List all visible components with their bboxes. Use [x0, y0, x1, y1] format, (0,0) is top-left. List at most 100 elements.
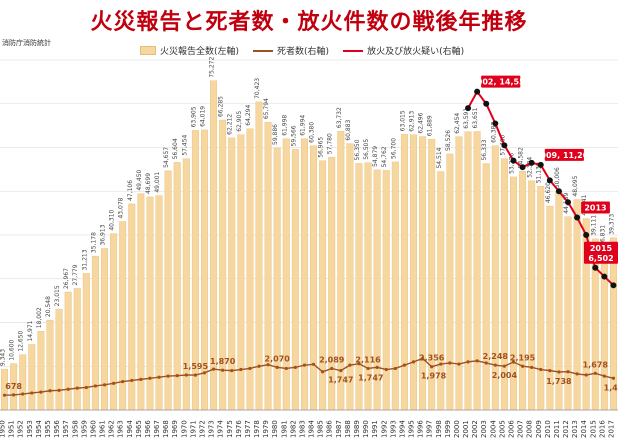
- x-tick-label: 2017: [607, 420, 615, 438]
- x-tick-label: 1967: [153, 420, 161, 438]
- x-tick-label: 1961: [99, 420, 107, 438]
- bar: [419, 136, 427, 411]
- arson-point: [610, 282, 617, 289]
- bar: [482, 163, 490, 411]
- bar-label: 35,178: [90, 232, 97, 253]
- bar-label: 58,526: [445, 130, 452, 151]
- bar-label: 9,343: [0, 349, 7, 366]
- arson-callout-label: 2002, 14,553: [471, 78, 530, 87]
- deaths-point: [520, 364, 525, 368]
- x-tick-label: 2010: [544, 420, 552, 438]
- arson-point: [501, 142, 508, 149]
- deaths-point: [530, 365, 534, 369]
- bar: [264, 121, 272, 411]
- deaths-point: [139, 377, 143, 381]
- bar-label: 62,913: [409, 111, 416, 132]
- x-tick-label: 1966: [144, 420, 152, 438]
- x-tick-label: 1993: [389, 420, 397, 438]
- bar-label: 54,514: [436, 147, 443, 168]
- bar-label: 63,651: [472, 107, 479, 128]
- legend-deaths: 死者数(右軸): [253, 44, 329, 57]
- arson-point: [510, 157, 517, 164]
- bar-label: 60,387: [490, 122, 497, 143]
- deaths-point: [539, 367, 543, 372]
- x-tick-label: 1952: [17, 420, 25, 438]
- x-tick-label: 1969: [171, 420, 179, 438]
- bar: [55, 309, 63, 411]
- deaths-point: [266, 363, 270, 367]
- arson-callout-box: [581, 201, 610, 214]
- bar-label: 56,505: [363, 139, 370, 160]
- deaths-label: 2,356: [419, 354, 445, 363]
- bar: [446, 153, 454, 411]
- bar: [528, 180, 536, 411]
- bar-label: 75,272: [209, 57, 216, 78]
- bar-label: 10,600: [9, 339, 16, 360]
- legend-arson-label: 放火及び放火疑い(右軸): [367, 47, 465, 57]
- bar-label: 54,582: [518, 147, 525, 168]
- x-tick-label: 1955: [44, 420, 52, 438]
- bar: [519, 171, 527, 411]
- arson-point: [583, 232, 590, 238]
- x-tick-label: 1989: [353, 420, 361, 438]
- x-tick-label: 1987: [335, 420, 343, 438]
- deaths-label: 1,978: [421, 372, 447, 381]
- bar: [337, 130, 345, 411]
- arson-point: [574, 214, 581, 221]
- deaths-point: [375, 365, 379, 369]
- legend-fires-label: 火災報告全数(左軸): [160, 47, 240, 57]
- bar: [537, 186, 545, 411]
- x-tick-label: 1959: [80, 420, 88, 438]
- bar-label: 14,971: [27, 320, 34, 341]
- deaths-point: [348, 363, 352, 367]
- arson-point: [555, 188, 562, 195]
- deaths-point: [366, 366, 370, 371]
- deaths-point: [130, 378, 134, 383]
- x-tick-label: 1956: [53, 420, 61, 438]
- bar-label: 63,905: [190, 106, 197, 127]
- x-tick-label: 1964: [126, 420, 134, 438]
- x-tick-label: 2002: [471, 420, 479, 438]
- arson-point: [565, 199, 572, 206]
- bar-label: 65,794: [263, 98, 270, 119]
- legend-fires: 火災報告全数(左軸): [140, 44, 239, 57]
- x-tick-label: 1990: [362, 420, 370, 438]
- bar-label: 64,294: [245, 105, 252, 126]
- legend-arson-swatch: [343, 49, 364, 52]
- x-tick-label: 1995: [408, 420, 416, 438]
- deaths-label: 2,195: [510, 353, 536, 362]
- bar-label: 62,496: [418, 112, 425, 133]
- bar-label: 46,620: [545, 182, 552, 203]
- deaths-point: [230, 369, 234, 373]
- deaths-point: [330, 366, 334, 371]
- x-tick-label: 2012: [562, 420, 570, 438]
- bar: [400, 134, 408, 411]
- x-tick-label: 2016: [598, 420, 606, 438]
- bar-label: 63,732: [336, 107, 343, 128]
- x-tick-label: 1962: [108, 420, 116, 438]
- bar-label: 61,889: [427, 115, 434, 136]
- bar-label: 48,699: [145, 173, 152, 194]
- x-tick-label: 1999: [444, 420, 452, 438]
- deaths-point: [411, 360, 416, 364]
- deaths-point: [184, 373, 188, 377]
- bar-label: 49,450: [136, 169, 143, 190]
- legend: 火災報告全数(左軸) 死者数(右軸) 放火及び放火疑い(右軸): [140, 44, 464, 57]
- deaths-point: [293, 365, 297, 369]
- x-tick-label: 1997: [426, 420, 434, 438]
- deaths-point: [30, 391, 34, 395]
- x-tick-label: 2008: [526, 420, 534, 438]
- deaths-point: [284, 366, 288, 371]
- bar-label: 64,019: [199, 106, 206, 127]
- deaths-label: 678: [5, 382, 22, 391]
- x-tick-label: 1950: [0, 420, 7, 438]
- deaths-point: [484, 361, 488, 365]
- bar-label: 43,078: [118, 197, 125, 218]
- bar-label: 66,285: [218, 96, 225, 117]
- bar-label: 62,454: [454, 113, 461, 134]
- deaths-label: 2,004: [492, 371, 518, 380]
- x-tick-label: 1957: [62, 420, 70, 438]
- deaths-point: [575, 372, 579, 376]
- deaths-point: [593, 371, 597, 375]
